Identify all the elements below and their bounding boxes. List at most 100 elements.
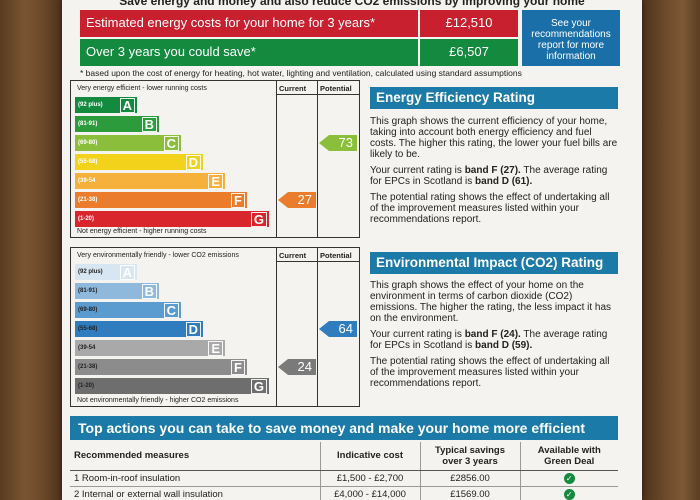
potential-column-label: Potential: [320, 84, 352, 93]
estimated-costs-label: Estimated energy costs for your home for…: [80, 10, 418, 37]
current-rating-arrow: 27: [278, 192, 316, 208]
eer-text: Your current rating is: [370, 165, 465, 176]
eir-average-band: band D (59).: [475, 340, 533, 351]
potential-column-label: Potential: [320, 251, 352, 260]
eer-paragraph-1: This graph shows the current efficiency …: [370, 116, 618, 160]
header-green-deal: Available with Green Deal: [519, 442, 618, 471]
band-letter: E: [208, 173, 223, 189]
rating-band-b: (81-91) B: [75, 283, 159, 299]
table-row: 2 Internal or external wall insulation £…: [70, 486, 618, 500]
eer-paragraph-3: The potential rating shows the effect of…: [370, 192, 610, 225]
savings-cell: £2856.00: [419, 470, 520, 487]
table-surface-right: [642, 0, 700, 500]
chart-top-note: Very environmentally friendly - lower CO…: [77, 252, 239, 259]
rating-band-e: (39-54 E: [75, 340, 225, 356]
band-range: (1-20): [78, 383, 95, 389]
green-deal-cell: ✓: [519, 470, 618, 487]
savings-value: £6,507: [418, 39, 518, 66]
header-savings: Typical savings over 3 years: [419, 442, 520, 471]
top-actions-title: Top actions you can take to save money a…: [70, 416, 618, 440]
band-range: (39-54: [78, 345, 96, 351]
energy-efficiency-title: Energy Efficiency Rating: [370, 87, 618, 109]
eer-average-band: band D (61).: [475, 176, 533, 187]
band-letter: F: [231, 192, 245, 208]
potential-rating-arrow: 64: [319, 321, 357, 337]
savings-cell: £1569.00: [419, 486, 520, 500]
band-range: (81-91): [78, 288, 98, 294]
chart-top-note: Very energy efficient - lower running co…: [77, 85, 207, 92]
band-range: (21-38): [78, 197, 98, 203]
band-letter: A: [119, 97, 135, 113]
energy-efficiency-text: This graph shows the current efficiency …: [370, 116, 620, 230]
potential-rating-arrow: 73: [319, 135, 357, 151]
band-range: (69-80): [78, 307, 98, 313]
band-range: (55-68): [78, 326, 98, 332]
eer-paragraph-2: Your current rating is band F (27). The …: [370, 165, 620, 187]
band-range: (1-20): [78, 216, 95, 222]
rating-band-a: (92 plus) A: [75, 264, 137, 280]
energy-efficiency-chart: Very energy efficient - lower running co…: [70, 80, 360, 238]
eir-text: The average rating for EPCs in Scotland …: [370, 329, 608, 351]
environmental-impact-text: This graph shows the effect of your home…: [370, 280, 620, 394]
savings-row: Over 3 years you could save* £6,507: [80, 39, 518, 66]
eir-current-band: band F (24).: [464, 329, 521, 340]
table-row: 1 Room-in-roof insulation £1,500 - £2,70…: [70, 470, 618, 487]
column-divider: [276, 81, 277, 237]
header-line: [276, 261, 359, 262]
see-recommendations-box: See your recommendations report for more…: [522, 10, 620, 66]
rating-band-f: (21-38) F: [75, 359, 247, 375]
band-range: (69-80): [78, 140, 98, 146]
estimated-costs-row: Estimated energy costs for your home for…: [80, 10, 518, 37]
column-divider: [276, 248, 277, 406]
eir-paragraph-3: The potential rating shows the effect of…: [370, 356, 610, 389]
current-column-label: Current: [279, 251, 307, 260]
band-range: (92 plus): [78, 102, 103, 108]
cost-footnote: * based upon the cost of energy for heat…: [80, 68, 522, 78]
rating-band-d: (55-68) D: [75, 321, 203, 337]
actions-table: Recommended measures Indicative cost Typ…: [70, 442, 618, 500]
rating-band-e: (39-54 E: [75, 173, 225, 189]
rating-band-g: (1-20) G: [75, 378, 269, 394]
header-line: [276, 94, 359, 95]
column-divider: [317, 81, 318, 237]
measure-cell: 2 Internal or external wall insulation: [70, 486, 320, 500]
rating-band-c: (69-80) C: [75, 135, 181, 151]
rating-band-a: (92 plus) A: [75, 97, 137, 113]
chart-bottom-note: Not environmentally friendly - higher CO…: [77, 397, 239, 404]
current-column-label: Current: [279, 84, 307, 93]
band-letter: C: [163, 302, 179, 318]
current-rating-arrow: 24: [278, 359, 316, 375]
band-range: (39-54: [78, 178, 96, 184]
header-measures: Recommended measures: [70, 442, 320, 471]
check-icon: ✓: [563, 488, 575, 500]
eer-text: The average rating for EPCs in Scotland …: [370, 165, 608, 187]
rating-band-f: (21-38) F: [75, 192, 247, 208]
measure-cell: 1 Room-in-roof insulation: [70, 470, 320, 487]
eir-paragraph-1: This graph shows the effect of your home…: [370, 280, 612, 324]
check-icon: ✓: [563, 472, 575, 484]
rating-band-d: (55-68) D: [75, 154, 203, 170]
band-letter: G: [250, 211, 267, 227]
band-range: (92 plus): [78, 269, 103, 275]
column-divider: [317, 248, 318, 406]
cost-cell: £4,000 - £14,000: [319, 486, 420, 500]
band-letter: B: [141, 283, 157, 299]
table-surface-left: [0, 0, 62, 500]
rating-band-b: (81-91) B: [75, 116, 159, 132]
band-letter: E: [208, 340, 223, 356]
epc-document: Save energy and money and also reduce CO…: [62, 0, 642, 500]
rating-band-c: (69-80) C: [75, 302, 181, 318]
chart-bottom-note: Not energy efficient - higher running co…: [77, 228, 207, 235]
environmental-impact-chart: Very environmentally friendly - lower CO…: [70, 247, 360, 407]
table-header-row: Recommended measures Indicative cost Typ…: [70, 442, 618, 471]
environmental-impact-title: Environmental Impact (CO2) Rating: [370, 252, 618, 274]
band-letter: G: [250, 378, 267, 394]
headline: Save energy and money and also reduce CO…: [119, 0, 585, 8]
eir-text: Your current rating is: [370, 329, 465, 340]
band-letter: D: [185, 321, 201, 337]
band-letter: F: [231, 359, 245, 375]
cost-cell: £1,500 - £2,700: [319, 470, 420, 487]
header-cost: Indicative cost: [319, 442, 420, 471]
band-letter: C: [163, 135, 179, 151]
band-letter: B: [141, 116, 157, 132]
